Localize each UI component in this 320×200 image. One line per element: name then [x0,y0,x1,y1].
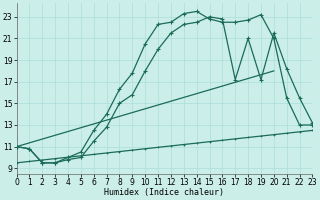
X-axis label: Humidex (Indice chaleur): Humidex (Indice chaleur) [105,188,225,197]
